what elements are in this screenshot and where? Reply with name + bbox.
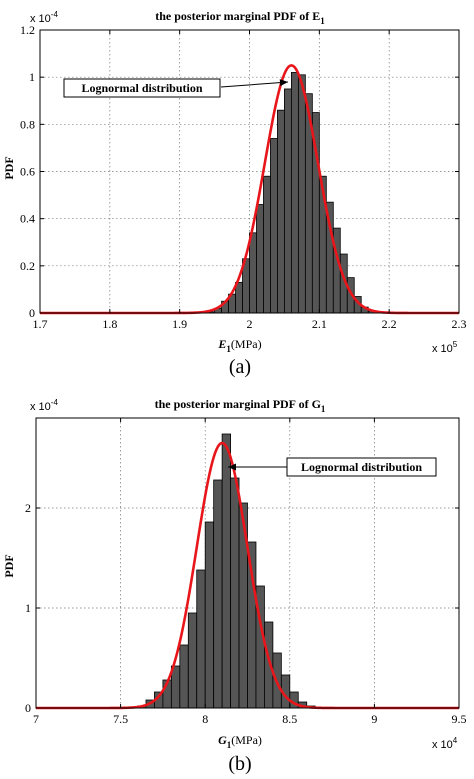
chart-a-xlabel: E1(MPa) xyxy=(217,337,261,354)
chart-b-bar xyxy=(204,521,215,709)
chart-a-ytick-label: 1.2 xyxy=(20,23,35,37)
chart-a-bar xyxy=(270,138,278,314)
chart-b-bar xyxy=(221,433,231,709)
chart-b-axes-frame xyxy=(35,417,460,709)
chart-a-bar xyxy=(284,88,292,314)
chart-a-title: the posterior marginal PDF of E1 xyxy=(155,9,325,26)
chart-b-ylabel: PDF xyxy=(2,554,16,577)
chart-a-annotation-arrow xyxy=(220,81,289,88)
chart-a-bar xyxy=(249,232,257,314)
chart-a-xtick-label: 2.3 xyxy=(452,317,467,331)
chart-b-annotation-text: Lognormal distribution xyxy=(301,460,422,474)
chart-b-xtick-label: 8.5 xyxy=(282,712,297,726)
chart-b-ytick-label: 1 xyxy=(25,601,31,615)
chart-a-xtick-label: 1.8 xyxy=(102,317,117,331)
chart-a-ticks: 1.7 1.8 1.9 2 2.1 2.2 2.3 0 0.2 0.4 0.6 0.8 1 1.2 xyxy=(20,23,467,331)
chart-a-xtick-label: 2.1 xyxy=(312,317,327,331)
chart-a-annotation-text: Lognormal distribution xyxy=(81,81,202,95)
chart-a-bar xyxy=(290,72,299,314)
chart-b-xtick-label: 9.5 xyxy=(452,712,467,726)
chart-b-bar xyxy=(230,477,240,709)
chart-b-ticks: 7 7.5 8 8.5 9 9.5 0 1 2 xyxy=(25,418,467,726)
chart-a-panel-label: (a) xyxy=(229,356,251,378)
chart-a-arrowhead-icon xyxy=(279,79,288,87)
chart-a-bar xyxy=(263,175,271,314)
chart-a-xtick-label: 1.7 xyxy=(33,317,48,331)
chart-b: the posterior marginal PDF of G1 x 10-4 … xyxy=(2,397,467,775)
chart-a: the posterior marginal PDF of E1 x 10-4 … xyxy=(2,9,467,378)
chart-b-bar xyxy=(187,612,198,709)
chart-a-ytick-label: 0.8 xyxy=(20,117,35,131)
chart-a-ylabel: PDF xyxy=(2,156,16,179)
chart-a-bar xyxy=(277,109,285,314)
chart-a-y-multiplier: x 10-4 xyxy=(30,10,58,25)
chart-a-bar xyxy=(297,74,306,314)
chart-a-ytick-label: 0.2 xyxy=(20,259,35,273)
chart-b-ytick-label: 0 xyxy=(25,701,31,715)
chart-a-ytick-label: 0.6 xyxy=(20,165,35,179)
chart-a-x-multiplier: x 105 xyxy=(432,340,458,355)
chart-b-xtick-label: 8 xyxy=(202,712,208,726)
chart-a-xtick-label: 2.2 xyxy=(382,317,397,331)
chart-b-panel-label: (b) xyxy=(228,753,251,775)
chart-b-xlabel: G1(MPa) xyxy=(218,733,262,750)
chart-a-ytick-label: 1 xyxy=(29,70,35,84)
chart-a-bar xyxy=(235,281,243,314)
chart-b-xtick-label: 7 xyxy=(33,712,39,726)
chart-b-title: the posterior marginal PDF of G1 xyxy=(155,397,326,414)
chart-b-bar xyxy=(179,644,189,709)
chart-b-xtick-label: 9 xyxy=(371,712,377,726)
chart-a-xtick-label: 2 xyxy=(247,317,253,331)
chart-a-bar xyxy=(256,204,264,314)
chart-b-ytick-label: 2 xyxy=(25,501,31,515)
chart-a-ytick-label: 0 xyxy=(29,306,35,320)
chart-b-bar xyxy=(213,479,223,709)
chart-a-xtick-label: 1.9 xyxy=(172,317,187,331)
chart-b-bar xyxy=(196,569,206,709)
chart-b-arrowhead-icon xyxy=(228,463,236,471)
chart-b-x-multiplier: x 104 xyxy=(432,736,458,751)
chart-a-annotation-box xyxy=(63,78,221,98)
chart-a-ytick-label: 0.4 xyxy=(20,212,35,226)
chart-b-xtick-label: 7.5 xyxy=(113,712,128,726)
chart-b-y-multiplier: x 10-4 xyxy=(30,398,58,413)
